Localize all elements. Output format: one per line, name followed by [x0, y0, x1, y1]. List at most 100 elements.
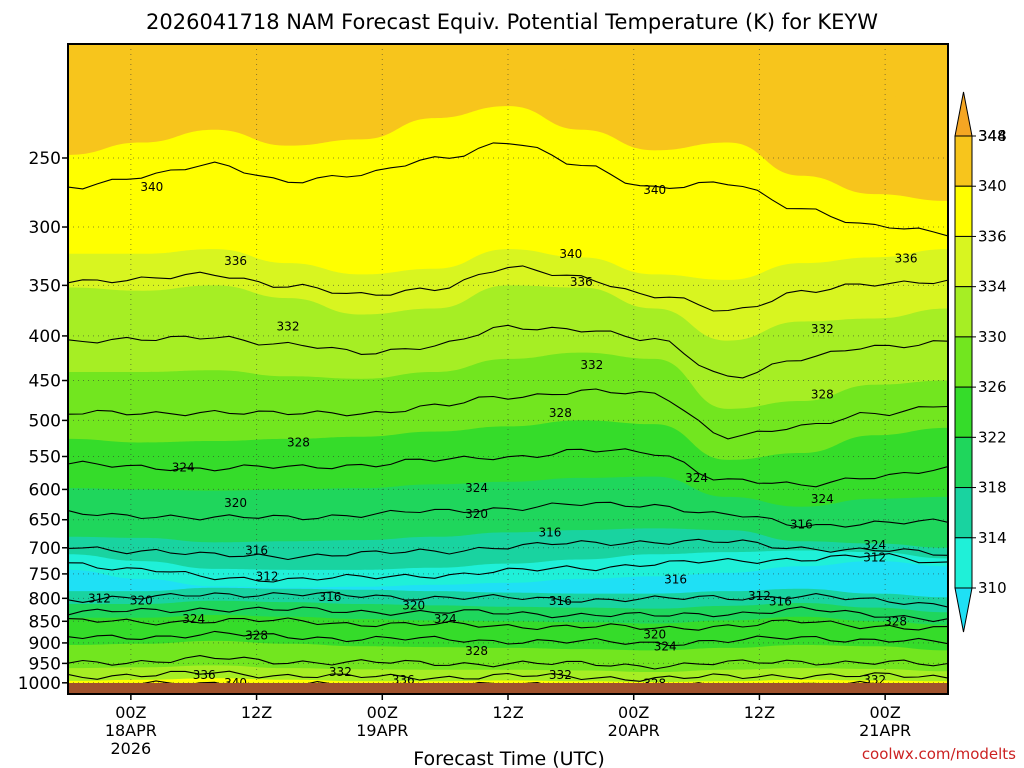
colorbar-swatch — [954, 436, 973, 489]
y-tick-label: 900 — [29, 634, 61, 654]
colorbar-swatch — [954, 336, 973, 388]
contour-340K — [68, 142, 948, 237]
contour-label: 340 — [559, 247, 582, 261]
y-tick-label: 950 — [29, 654, 61, 674]
contour-label: 332 — [277, 319, 300, 333]
y-tick-label: 800 — [29, 589, 61, 609]
y-tick-label: 1000 — [18, 674, 61, 694]
y-tick-label: 350 — [29, 276, 61, 296]
x-tick-label: 19APR — [356, 721, 408, 740]
contour-label: 324 — [172, 460, 195, 474]
contour-label: 316 — [790, 517, 813, 531]
colorbar-label: 310 — [978, 579, 1007, 597]
contour-label: 316 — [664, 572, 687, 586]
contour-label: 336 — [224, 254, 247, 268]
contour-label: 324 — [811, 492, 834, 506]
colorbar-label: 334 — [978, 278, 1007, 296]
colorbar-swatch — [954, 185, 973, 237]
contour-label: 328 — [465, 644, 488, 658]
x-tick-label: 12Z — [241, 703, 272, 722]
contour-label: 328 — [245, 628, 268, 642]
contour-336K — [68, 265, 948, 312]
x-tick-label: 2026 — [110, 739, 151, 758]
contour-label: 324 — [465, 481, 488, 495]
contour-332K — [68, 655, 948, 670]
y-tick-label: 700 — [29, 539, 61, 559]
colorbar-swatch — [954, 135, 973, 187]
contour-label: 328 — [549, 406, 572, 420]
contour-label: 332 — [811, 322, 834, 336]
x-tick-label: 12Z — [492, 703, 523, 722]
contour-328K — [68, 388, 948, 440]
x-tick-label: 00Z — [618, 703, 649, 722]
grid-lines — [68, 44, 948, 694]
contour-label: 320 — [402, 598, 425, 612]
colorbar-swatch — [954, 235, 973, 288]
contour-336K — [68, 670, 948, 682]
colorbar-label: 326 — [978, 378, 1007, 396]
y-axis-pressure: 2503003504004505005506006507007508008509… — [18, 149, 68, 694]
contour-label: 312 — [256, 569, 279, 583]
contour-label: 328 — [884, 614, 907, 628]
contour-label: 324 — [434, 612, 457, 626]
contour-label: 316 — [769, 595, 792, 609]
contour-label: 324 — [182, 612, 205, 626]
contour-label: 340 — [140, 180, 163, 194]
colorbar-label: 330 — [978, 328, 1007, 346]
y-tick-label: 250 — [29, 149, 61, 169]
contour-label: 316 — [245, 543, 268, 557]
colorbar-label: 336 — [978, 227, 1007, 245]
contour-label: 336 — [570, 275, 593, 289]
contour-label: 336 — [193, 668, 216, 682]
contour-label: 340 — [643, 183, 666, 197]
y-tick-label: 450 — [29, 372, 61, 392]
contour-320K — [68, 606, 948, 623]
y-tick-label: 300 — [29, 218, 61, 238]
contour-label: 316 — [538, 525, 561, 539]
credit-text[interactable]: coolwx.com/modelts — [862, 745, 1016, 763]
y-tick-label: 400 — [29, 327, 61, 347]
x-tick-label: 00Z — [367, 703, 398, 722]
colorbar-swatch — [954, 587, 973, 633]
theta-e-fill-bands — [68, 44, 948, 694]
contour-320K — [68, 501, 948, 528]
contour-316K — [68, 591, 948, 608]
ground-surface — [68, 683, 948, 694]
contour-label: 332 — [329, 665, 352, 679]
contour-label: 316 — [318, 590, 341, 604]
x-tick-label: 18APR — [105, 721, 157, 740]
colorbar-label: 348 — [978, 127, 1007, 145]
colorbar-swatch — [954, 487, 973, 539]
x-tick-label: 12Z — [744, 703, 775, 722]
contour-label: 328 — [287, 435, 310, 449]
x-tick-label: 20APR — [608, 721, 660, 740]
colorbar-label: 318 — [978, 479, 1007, 497]
contour-328K — [68, 630, 948, 647]
contour-label: 320 — [130, 594, 153, 608]
y-tick-label: 550 — [29, 447, 61, 467]
contour-label: 320 — [465, 507, 488, 521]
contour-label: 312 — [748, 589, 771, 603]
colorbar-swatch — [954, 286, 973, 338]
contour-label: 324 — [863, 538, 886, 552]
contour-316K — [68, 538, 948, 561]
y-tick-label: 600 — [29, 480, 61, 500]
colorbar-swatch — [954, 91, 973, 137]
y-tick-label: 500 — [29, 411, 61, 431]
contour-332K — [68, 324, 948, 379]
y-tick-label: 650 — [29, 511, 61, 531]
colorbar-label: 322 — [978, 428, 1007, 446]
contour-label: 324 — [654, 640, 677, 654]
x-tick-label: 00Z — [115, 703, 146, 722]
chart-title: 2026041718 NAM Forecast Equiv. Potential… — [146, 10, 878, 34]
x-tick-label: 21APR — [859, 721, 911, 740]
contour-label: 312 — [863, 550, 886, 564]
contour-label: 320 — [643, 627, 666, 641]
contour-lines — [68, 142, 948, 690]
contour-label: 312 — [88, 591, 111, 605]
contour-label: 324 — [685, 471, 708, 485]
contour-label: 336 — [895, 251, 918, 265]
